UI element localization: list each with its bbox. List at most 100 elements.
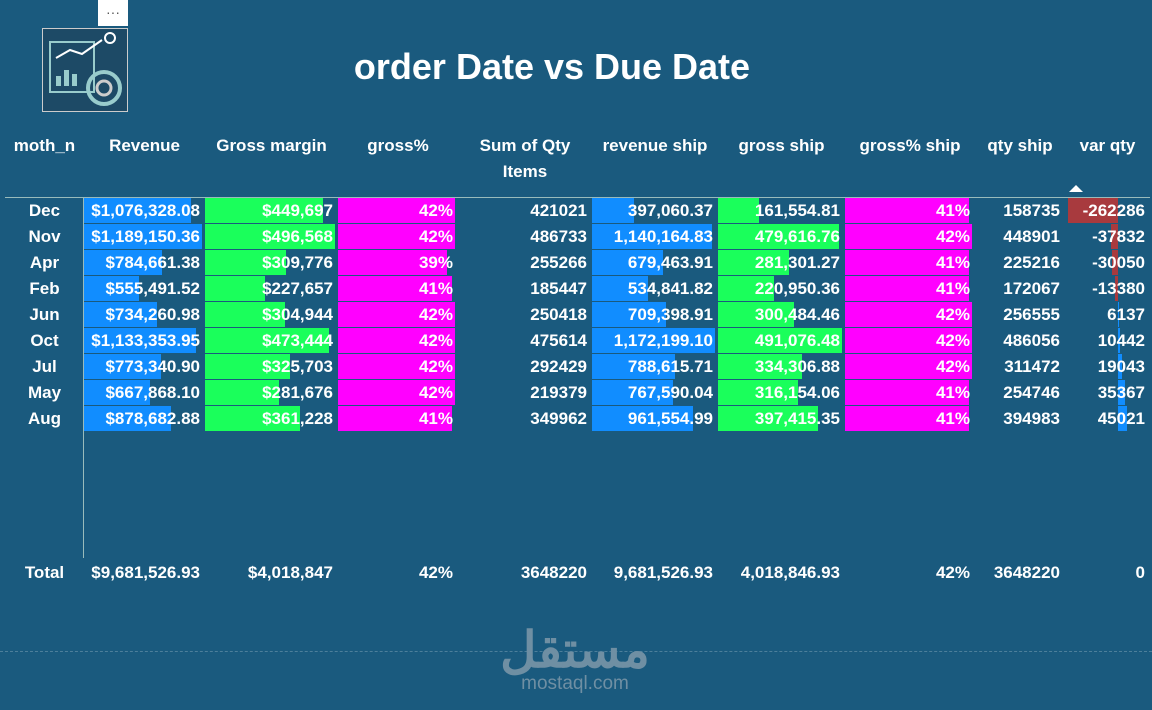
cell-text: 41% xyxy=(935,409,970,428)
cell-text: 41% xyxy=(418,279,453,298)
data-bar xyxy=(84,380,151,405)
cell: 42% xyxy=(338,224,458,250)
data-bar xyxy=(592,406,693,431)
cell: 42% xyxy=(338,328,458,354)
cell: Dec xyxy=(5,198,84,224)
column-header: gross% xyxy=(338,133,458,185)
data-bar xyxy=(845,354,972,379)
cell-text: 42% xyxy=(935,305,970,324)
cell: $473,444 xyxy=(205,328,338,354)
data-bar xyxy=(84,250,162,275)
cell-text: 0 xyxy=(1135,563,1145,582)
data-bar xyxy=(718,328,842,353)
cell: $9,681,526.93 xyxy=(84,560,205,586)
cell-text: 475614 xyxy=(530,331,587,350)
table-row: Oct $1,133,353.95 $473,444 42% 475614 1,172,1… xyxy=(5,328,1150,354)
cell-text: $1,076,328.08 xyxy=(91,201,200,220)
data-bar xyxy=(718,380,798,405)
data-bar xyxy=(845,328,972,353)
data-bar xyxy=(592,302,667,327)
cell-text: 42% xyxy=(418,227,453,246)
data-bar xyxy=(845,380,969,405)
cell: $773,340.90 xyxy=(84,354,205,380)
cell-text: 292429 xyxy=(530,357,587,376)
cell: -262286 xyxy=(1065,198,1150,224)
cell: $227,657 xyxy=(205,276,338,302)
cell: 35367 xyxy=(1065,380,1150,406)
cell-text: 172067 xyxy=(1003,279,1060,298)
cell-text: 1,172,199.10 xyxy=(613,331,713,350)
cell-text: 42% xyxy=(418,357,453,376)
cell: 491,076.48 xyxy=(718,328,845,354)
cell-text: $1,189,150.36 xyxy=(91,227,200,246)
cell-text: $9,681,526.93 xyxy=(91,563,200,582)
sort-arrow xyxy=(1069,185,1083,192)
cell: $667,868.10 xyxy=(84,380,205,406)
column-header: qty ship xyxy=(975,133,1065,185)
header-text: Revenue xyxy=(109,136,180,155)
more-button[interactable]: ··· xyxy=(98,0,128,26)
column-header: Sum of Qty Items xyxy=(458,133,592,185)
cell-text: 448901 xyxy=(1003,227,1060,246)
dashed-line xyxy=(0,651,1152,652)
cell: 41% xyxy=(845,250,975,276)
cell-text: 767,590.04 xyxy=(627,383,713,402)
cell-text: Apr xyxy=(29,253,60,272)
data-bar xyxy=(205,198,323,223)
data-bar xyxy=(718,354,803,379)
title: order Date vs Due Date xyxy=(353,46,751,87)
cell: $784,661.38 xyxy=(84,250,205,276)
header-rule xyxy=(5,197,1150,198)
cell-text: 479,616.76 xyxy=(754,227,840,246)
data-bar xyxy=(1118,328,1120,353)
cell: Jun xyxy=(5,302,84,328)
cell: 42% xyxy=(338,302,458,328)
cell: 479,616.76 xyxy=(718,224,845,250)
cell: 42% xyxy=(845,560,975,586)
cell: 42% xyxy=(845,224,975,250)
cell-text: 4,018,846.93 xyxy=(740,563,840,582)
cell-text: 788,615.71 xyxy=(627,357,713,376)
cell: 397,060.37 xyxy=(592,198,718,224)
cell-text: $1,133,353.95 xyxy=(91,331,200,350)
cell-text: 42% xyxy=(418,383,453,402)
watermark-site: mostaql.com xyxy=(521,673,629,694)
data-bar xyxy=(1118,406,1127,431)
cell-text: Jul xyxy=(32,357,57,376)
data-bar xyxy=(205,250,287,275)
cell: -30050 xyxy=(1065,250,1150,276)
cell: 42% xyxy=(845,354,975,380)
cell: $449,697 xyxy=(205,198,338,224)
cell: 172067 xyxy=(975,276,1065,302)
cell-text: 1,140,164.83 xyxy=(613,227,713,246)
cell: $325,703 xyxy=(205,354,338,380)
cell-text: 42% xyxy=(418,201,453,220)
cell-text: 185447 xyxy=(530,279,587,298)
data-bar xyxy=(84,406,172,431)
cell-text: 679,463.91 xyxy=(627,253,713,272)
cell-text: May xyxy=(27,383,62,402)
total-row: Total $9,681,526.93 $4,018,847 42% 3648220 9,… xyxy=(5,560,1152,586)
cell-text: 394983 xyxy=(1003,409,1060,428)
data-bar xyxy=(592,328,715,353)
cell: 534,841.82 xyxy=(592,276,718,302)
cell: Nov xyxy=(5,224,84,250)
cell: 220,950.36 xyxy=(718,276,845,302)
column-header: Revenue xyxy=(84,133,205,185)
cell-text: 19043 xyxy=(1097,357,1145,376)
cell-text: $773,340.90 xyxy=(105,357,200,376)
cell: Apr xyxy=(5,250,84,276)
data-bar xyxy=(338,224,455,249)
cell-text: 254746 xyxy=(1003,383,1060,402)
data-bar xyxy=(1110,224,1118,249)
cell-text: $449,697 xyxy=(262,201,333,220)
cell-text: 3648220 xyxy=(520,563,587,582)
column-header: gross% ship xyxy=(845,133,975,185)
data-bar xyxy=(592,354,675,379)
cell: Total xyxy=(5,560,84,586)
header-text: Gross margin xyxy=(216,136,327,155)
cell-text: $473,444 xyxy=(262,331,333,350)
cell: 311472 xyxy=(975,354,1065,380)
cell: 788,615.71 xyxy=(592,354,718,380)
cell: 19043 xyxy=(1065,354,1150,380)
